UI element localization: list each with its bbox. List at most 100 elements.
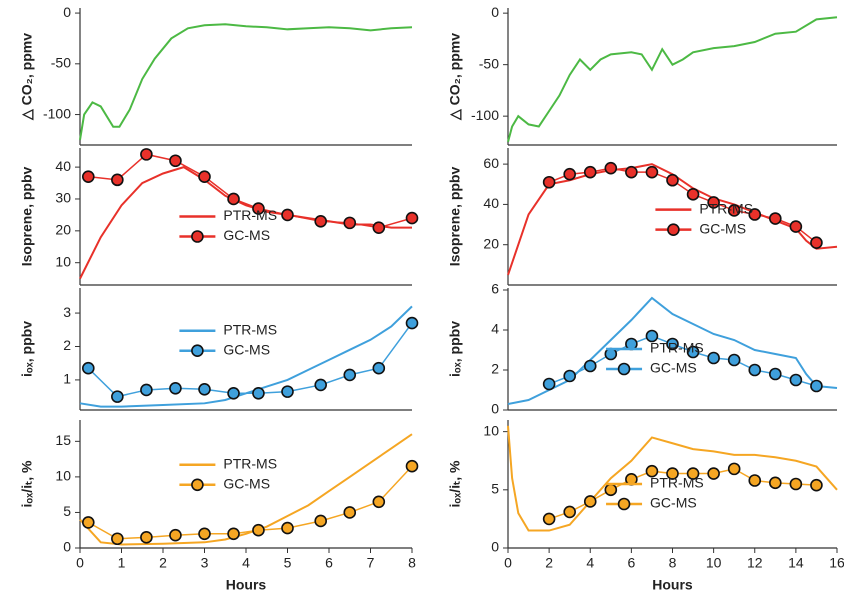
- marker: [314, 214, 328, 228]
- marker: [82, 361, 95, 375]
- marker: [372, 361, 386, 375]
- y-tick-label: 0: [491, 539, 499, 555]
- x-tick-label: 6: [325, 555, 333, 571]
- marker: [82, 170, 95, 183]
- y-tick-label: 0: [63, 4, 71, 20]
- marker: [281, 208, 294, 222]
- marker: [252, 523, 265, 537]
- marker: [666, 337, 679, 351]
- marker: [604, 161, 618, 175]
- marker: [810, 379, 823, 393]
- x-axis-label: Hours: [652, 577, 693, 593]
- marker: [707, 351, 720, 365]
- marker: [727, 204, 741, 217]
- marker: [372, 495, 386, 509]
- marker: [727, 462, 741, 476]
- marker: [343, 216, 357, 230]
- y-tick-label: 5: [63, 503, 71, 519]
- y-tick-label: -50: [51, 55, 71, 71]
- marker: [82, 516, 95, 529]
- x-tick-label: 14: [788, 555, 804, 571]
- x-tick-label: 0: [76, 555, 84, 571]
- y-axis-label: iₒₓ, ppbv: [19, 321, 35, 377]
- marker: [140, 148, 153, 161]
- marker: [314, 514, 328, 528]
- legend-label: PTR-MS: [223, 456, 277, 472]
- marker: [686, 345, 700, 359]
- marker: [686, 467, 700, 480]
- legend-marker: [191, 478, 204, 492]
- series-line: [507, 16, 838, 143]
- marker: [542, 512, 556, 526]
- legend-label: GC-MS: [223, 341, 270, 357]
- marker: [281, 385, 294, 398]
- y-tick-label: 0: [491, 4, 499, 20]
- y-axis-label: iₒₓ, ppbv: [447, 321, 463, 377]
- legend-label: GC-MS: [223, 227, 270, 243]
- legend-marker: [191, 344, 204, 358]
- marker: [227, 527, 240, 541]
- legend-label: GC-MS: [699, 220, 746, 236]
- marker: [405, 316, 419, 330]
- x-tick-label: 2: [545, 555, 553, 571]
- marker: [542, 175, 556, 189]
- marker: [198, 382, 211, 396]
- marker: [314, 378, 328, 392]
- marker: [111, 173, 124, 187]
- marker: [169, 381, 182, 395]
- x-tick-label: 7: [367, 555, 375, 571]
- y-axis-label: iₒₓ/iₜ, %: [19, 460, 35, 507]
- legend-marker: [191, 230, 204, 243]
- legend-marker: [617, 362, 631, 376]
- legend-label: PTR-MS: [223, 321, 277, 337]
- y-tick-label: -100: [43, 105, 71, 121]
- marker: [789, 373, 803, 387]
- marker: [140, 531, 153, 544]
- x-tick-label: 16: [829, 555, 844, 571]
- legend-label: PTR-MS: [699, 200, 753, 216]
- marker: [810, 478, 823, 492]
- x-tick-label: 0: [504, 555, 512, 571]
- y-tick-label: 10: [55, 253, 71, 269]
- y-tick-label: 20: [483, 235, 499, 251]
- x-tick-label: 12: [747, 555, 763, 571]
- y-tick-label: 40: [483, 195, 499, 211]
- legend-marker: [667, 223, 680, 236]
- legend-label: PTR-MS: [223, 207, 277, 223]
- y-axis-label: △ CO₂, ppmv: [19, 33, 35, 121]
- legend-label: PTR-MS: [650, 475, 704, 491]
- marker: [563, 167, 576, 181]
- marker: [604, 483, 618, 497]
- series-line: [79, 305, 413, 408]
- marker: [372, 221, 386, 234]
- x-tick-label: 10: [706, 555, 722, 571]
- y-tick-label: 6: [491, 281, 499, 297]
- x-tick-label: 4: [242, 555, 250, 571]
- marker: [169, 154, 182, 168]
- marker: [666, 467, 679, 480]
- marker: [343, 368, 357, 382]
- marker: [227, 386, 240, 400]
- series-line: [507, 425, 838, 532]
- marker: [707, 467, 720, 480]
- marker: [686, 188, 700, 201]
- y-tick-label: 3: [63, 304, 71, 320]
- marker: [343, 506, 357, 519]
- marker: [563, 369, 576, 383]
- marker: [583, 495, 597, 508]
- x-tick-label: 8: [669, 555, 677, 571]
- y-tick-label: 10: [483, 422, 499, 438]
- marker: [645, 329, 659, 343]
- marker: [625, 165, 638, 179]
- x-tick-label: 1: [118, 555, 126, 571]
- x-tick-label: 8: [408, 555, 416, 571]
- y-tick-label: 2: [491, 361, 499, 377]
- marker: [666, 173, 679, 187]
- x-axis-label: Hours: [226, 577, 267, 593]
- legend-label: PTR-MS: [650, 340, 704, 356]
- marker: [281, 521, 294, 535]
- marker: [645, 464, 659, 478]
- y-tick-label: 0: [491, 401, 499, 417]
- marker: [198, 170, 211, 183]
